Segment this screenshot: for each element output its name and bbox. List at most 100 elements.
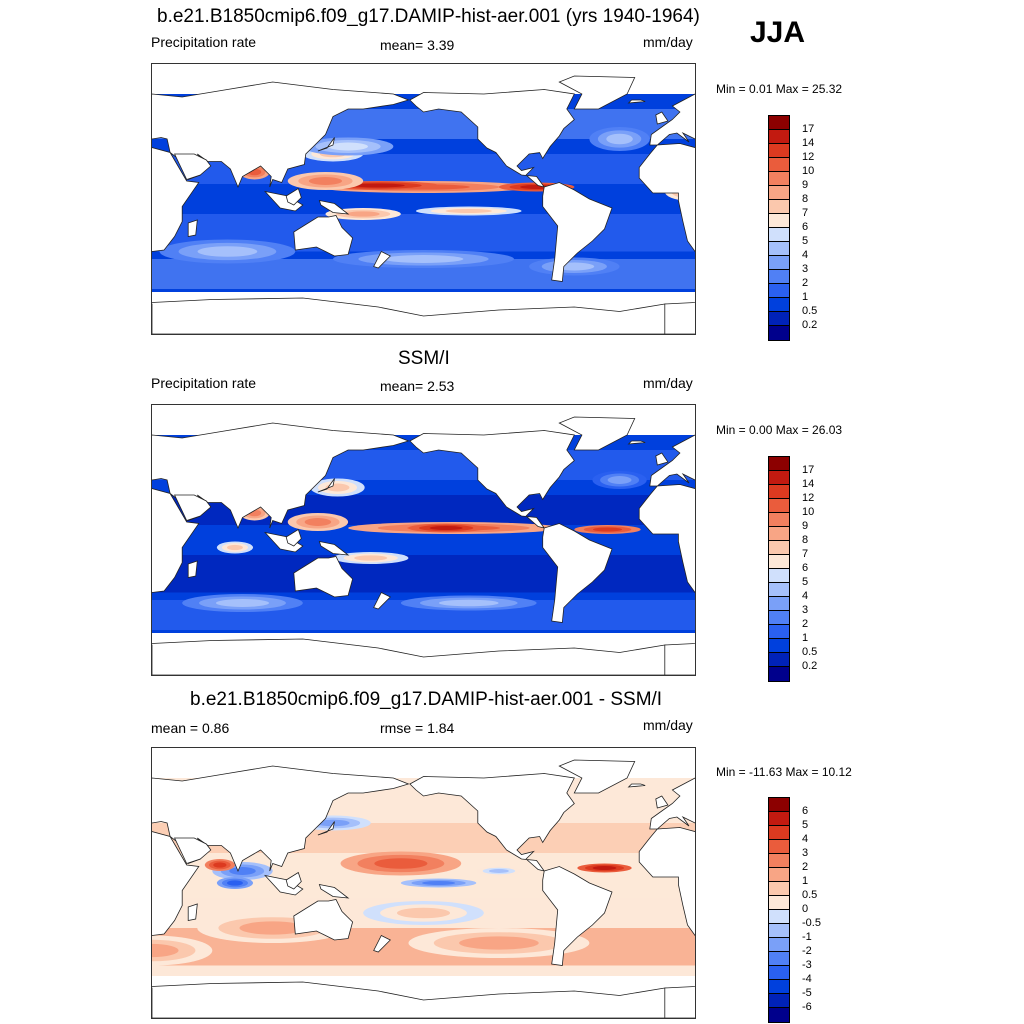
colorbar-swatch [769, 597, 789, 611]
land-greenland [558, 416, 636, 451]
colorbar-tick-label: 12 [802, 492, 815, 504]
land-uk [655, 452, 669, 466]
land-newguinea [318, 883, 350, 899]
panel-3-title: b.e21.B1850cmip6.f09_g17.DAMIP-hist-aer.… [190, 689, 663, 710]
land-japan [317, 478, 335, 493]
land-africa [152, 488, 200, 593]
land-iceland [627, 783, 646, 788]
rain-feature [354, 555, 388, 561]
land-indonesia [263, 531, 304, 553]
land-australia [293, 556, 354, 598]
colorbar-swatch [769, 868, 789, 882]
season-label: JJA [750, 16, 806, 49]
colorbar-swatch [769, 312, 789, 326]
colorbar-tick-label: -0.5 [802, 917, 821, 929]
land-australia [293, 215, 354, 257]
colorbar-tick-label: -2 [802, 945, 812, 957]
colorbar-tick-label: 7 [802, 207, 809, 219]
colorbar-swatch [769, 242, 789, 256]
colorbar-tick-label: 2 [802, 618, 809, 630]
colorbar-tick-label: 2 [802, 861, 809, 873]
colorbar-tick-label: 8 [802, 193, 809, 205]
land-antarctica [664, 986, 695, 1018]
panel-1-map-plot [152, 75, 695, 334]
colorbar-swatch [769, 611, 789, 625]
rain-feature [239, 921, 306, 935]
colorbar-tick-label: 17 [802, 464, 815, 476]
land-samerica [542, 182, 613, 282]
colorbar-strip [768, 456, 790, 682]
land-greenland [558, 75, 636, 110]
panel-1-map [151, 63, 696, 335]
colorbar-swatch [769, 910, 789, 924]
colorbar-swatch [769, 653, 789, 667]
rain-feature [374, 858, 428, 869]
panel-1-units-label: mm/day [643, 34, 693, 50]
colorbar-tick-label: 0 [802, 903, 809, 915]
colorbar-tick-label: 4 [802, 833, 809, 845]
colorbar-swatch [769, 158, 789, 172]
land-uk [655, 111, 669, 125]
colorbar-swatch [769, 555, 789, 569]
panel-3-colorbar: 6 5 4 3 2 1 0.5 0 -0.5 -1 -2 -3 -4 -5 -6 [768, 797, 821, 1023]
panel-3-map [151, 747, 696, 1019]
rain-feature [229, 867, 256, 875]
rain-feature [226, 880, 243, 886]
colorbar-tick-label: 3 [802, 263, 809, 275]
land-africa [638, 143, 695, 252]
colorbar-swatch [769, 471, 789, 485]
colorbar-swatch [769, 639, 789, 653]
rain-feature [459, 936, 539, 950]
colorbar-tick-label: -5 [802, 987, 812, 999]
colorbar-tick-label: 9 [802, 520, 809, 532]
panel-3-units-label: mm/day [643, 717, 693, 733]
panel-2-minmax-label: Min = 0.00 Max = 26.03 [716, 423, 843, 437]
land-australia [293, 899, 354, 941]
land-africa [638, 827, 695, 936]
colorbar-tick-label: 3 [802, 847, 809, 859]
panel-1-colorbar: 17 14 12 10 9 8 7 6 5 4 3 2 1 0.5 0.2 [768, 115, 817, 341]
lat-band [152, 555, 695, 593]
land-antarctica [152, 297, 695, 334]
colorbar-tick-label: 4 [802, 590, 809, 602]
colorbar-swatch [769, 896, 789, 910]
land-namerica [409, 89, 575, 188]
land-samerica [542, 866, 613, 966]
rain-feature [592, 527, 623, 532]
land-africa [152, 831, 200, 936]
panel-2-variable-label: Precipitation rate [151, 375, 257, 391]
land-borneo [285, 871, 302, 890]
land-nz [373, 934, 391, 953]
rain-feature [429, 526, 463, 530]
colorbar-swatch [769, 966, 789, 980]
rain-feature [346, 211, 380, 217]
colorbar-tick-label: -1 [802, 931, 812, 943]
rain-feature [488, 869, 509, 873]
colorbar-tick-label: 1 [802, 632, 809, 644]
colorbar-tick-label: 14 [802, 478, 815, 490]
colorbar-tick-label: 10 [802, 165, 815, 177]
colorbar-swatch [769, 527, 789, 541]
colorbar-tick-label: 6 [802, 562, 809, 574]
rain-feature [215, 599, 270, 607]
land-madagascar [187, 219, 198, 237]
land-europe_asia [152, 422, 410, 530]
land-uk [655, 795, 669, 809]
land-iceland [627, 99, 646, 104]
colorbar-swatch [769, 186, 789, 200]
land-antarctica [152, 981, 695, 1018]
land-japan [317, 821, 335, 836]
land-nz [373, 591, 391, 610]
colorbar-tick-label: 5 [802, 235, 809, 247]
colorbar-swatch [769, 882, 789, 896]
land-indonesia [263, 874, 304, 896]
colorbar-swatch [769, 994, 789, 1008]
land-antarctica [664, 302, 695, 334]
colorbar-tick-label: 1 [802, 291, 809, 303]
colorbar-swatch [769, 854, 789, 868]
land-indonesia [263, 190, 304, 212]
land-nz [373, 250, 391, 269]
colorbar-tick-label: 0.5 [802, 646, 818, 658]
panel-3-minmax-label: Min = -11.63 Max = 10.12 [716, 765, 852, 779]
colorbar-swatch [769, 840, 789, 854]
